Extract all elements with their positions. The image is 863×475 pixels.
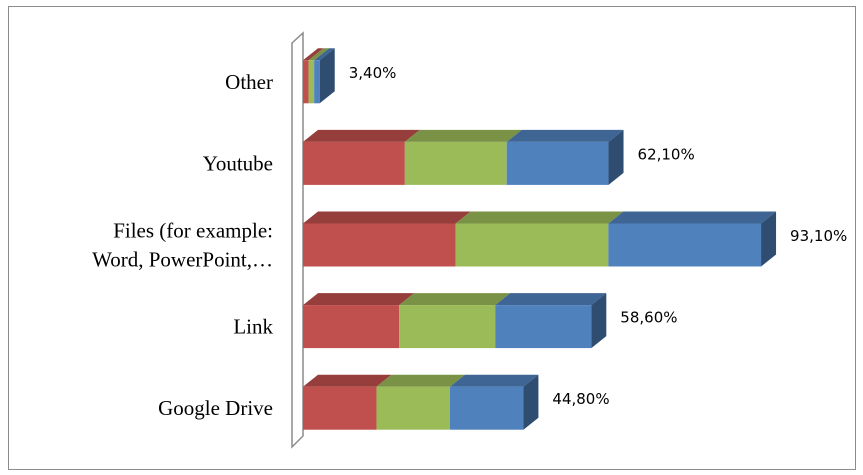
bar-segment <box>376 386 450 430</box>
bar-segment-top <box>314 48 335 61</box>
category-label: Files (for example: Word, PowerPoint,… <box>92 219 273 272</box>
chart-frame: Other Youtube Files (for example: Word, Pow… <box>8 6 856 470</box>
bars <box>303 48 777 430</box>
bar-2 <box>303 211 777 267</box>
bar-segment-top <box>308 48 330 61</box>
bar-segment-top <box>608 211 777 224</box>
bar-segment <box>303 141 405 185</box>
value-label: 3,40% <box>349 64 397 82</box>
category-label: Other <box>225 70 273 94</box>
bar-side <box>761 211 777 267</box>
bar-segment <box>449 386 524 430</box>
bar-segment <box>506 141 609 185</box>
bar-segment-top <box>376 374 465 387</box>
bar-side <box>591 293 607 349</box>
bar-segment <box>608 223 762 267</box>
bar-segment-top <box>303 129 420 142</box>
bar-segment <box>404 141 507 185</box>
value-label: 58,60% <box>620 309 677 327</box>
category-labels: Other Youtube Files (for example: Word, Pow… <box>92 70 273 420</box>
bar-segment <box>314 60 320 104</box>
category-axis-wall <box>291 31 304 449</box>
bar-side <box>319 48 335 104</box>
bar-1 <box>303 293 607 349</box>
bar-segment <box>303 223 456 267</box>
value-label: 44,80% <box>552 390 609 408</box>
bar-segment-top <box>449 374 539 387</box>
bar-segment <box>303 305 400 349</box>
value-label: 93,10% <box>790 227 847 245</box>
bar-3 <box>303 129 624 185</box>
bar-segment-top <box>495 293 607 306</box>
bar-side <box>608 129 624 185</box>
bar-0 <box>303 374 539 430</box>
bar-segment <box>455 223 609 267</box>
bar-4 <box>303 48 335 104</box>
bar-segment-top <box>303 374 392 387</box>
bar-side <box>523 374 539 430</box>
bar-segment-top <box>303 293 415 306</box>
value-label: 62,10% <box>638 145 695 163</box>
bar-segment <box>303 60 309 104</box>
category-label: Google Drive <box>158 396 273 420</box>
bar-segment <box>399 305 496 349</box>
bar-segment-top <box>404 129 522 142</box>
bar-segment <box>303 386 377 430</box>
category-label: Link <box>233 315 273 339</box>
bar-segment-top <box>455 211 624 224</box>
bar-segment-top <box>303 48 324 61</box>
value-labels: 3,40% 62,10% 93,10% 58,60% 44,80% <box>349 64 848 408</box>
bar-segment-top <box>399 293 511 306</box>
bar-segment-top <box>506 129 624 142</box>
bar-chart: Other Youtube Files (for example: Word, Pow… <box>92 31 848 449</box>
bar-segment-top <box>303 211 471 224</box>
bar-segment <box>495 305 592 349</box>
axis-wall <box>291 31 304 449</box>
bar-segment <box>308 60 315 104</box>
category-label: Youtube <box>203 151 273 175</box>
